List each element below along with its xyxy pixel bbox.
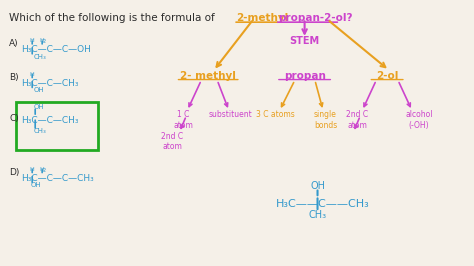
Text: 2-methyl: 2-methyl xyxy=(236,13,288,23)
Text: CH₃: CH₃ xyxy=(33,128,46,134)
Text: CH₃: CH₃ xyxy=(33,54,46,60)
Text: H₃C—C—C—OH: H₃C—C—C—OH xyxy=(21,45,91,54)
Text: OH: OH xyxy=(30,182,41,189)
Text: B): B) xyxy=(9,73,19,82)
Text: A): A) xyxy=(9,39,19,48)
Text: single
bonds: single bonds xyxy=(314,110,337,130)
Text: H: H xyxy=(29,72,34,77)
Text: C): C) xyxy=(9,114,19,123)
Text: OH: OH xyxy=(33,104,44,110)
Text: H: H xyxy=(29,38,34,43)
Text: 3 C atoms: 3 C atoms xyxy=(256,110,295,119)
Text: 2nd C
atom: 2nd C atom xyxy=(161,132,183,151)
Text: H: H xyxy=(29,167,34,172)
Text: 2- methyl: 2- methyl xyxy=(180,71,236,81)
Text: substituent: substituent xyxy=(208,110,252,119)
Text: H₃C—C—CH₃: H₃C—C—CH₃ xyxy=(21,116,79,125)
Text: OH: OH xyxy=(310,181,325,192)
Text: alcohol
(-OH): alcohol (-OH) xyxy=(405,110,433,130)
Text: propan-2-ol?: propan-2-ol? xyxy=(278,13,352,23)
Text: 2: 2 xyxy=(42,168,46,173)
Text: H: H xyxy=(39,167,44,172)
Text: propan: propan xyxy=(283,71,326,81)
Text: 1 C
atom: 1 C atom xyxy=(173,110,193,130)
Text: H₃C——C——CH₃: H₃C——C——CH₃ xyxy=(276,199,370,209)
Text: H₃C—C—C—CH₃: H₃C—C—C—CH₃ xyxy=(21,174,94,182)
Text: CH₃: CH₃ xyxy=(309,210,327,220)
Text: 2nd C
atom: 2nd C atom xyxy=(346,110,368,130)
Text: H₃C—C—CH₃: H₃C—C—CH₃ xyxy=(21,78,79,88)
Text: Which of the following is the formula of: Which of the following is the formula of xyxy=(9,13,219,23)
Text: STEM: STEM xyxy=(290,36,319,46)
Bar xyxy=(16,102,98,150)
Text: OH: OH xyxy=(33,88,44,93)
Text: H: H xyxy=(39,38,44,43)
Text: 2: 2 xyxy=(42,39,46,44)
Text: 2-ol: 2-ol xyxy=(376,71,398,81)
Text: D): D) xyxy=(9,168,20,177)
